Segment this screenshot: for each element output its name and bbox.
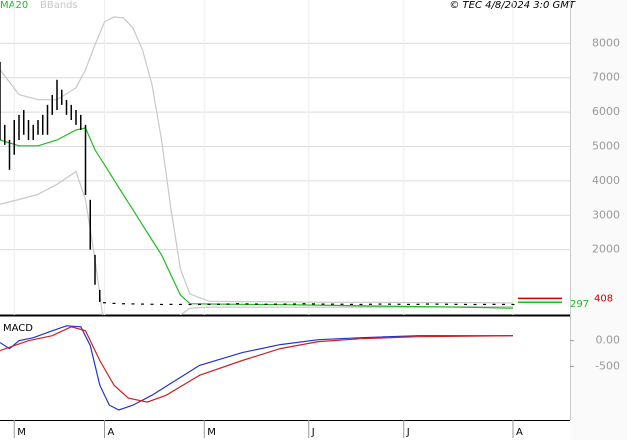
legend-bbands: BBands xyxy=(40,0,78,11)
close-dot xyxy=(150,303,154,305)
axis-background xyxy=(570,0,627,440)
close-dot xyxy=(416,303,420,305)
x-tick-label: M xyxy=(17,427,26,438)
y-tick-label: 8000 xyxy=(592,36,620,49)
y-tick-label: 4000 xyxy=(592,174,620,187)
y-tick-label: -500 xyxy=(595,359,620,372)
macd-title: MACD xyxy=(3,323,33,334)
close-dot xyxy=(435,303,439,305)
close-dot xyxy=(483,303,486,306)
close-dot xyxy=(445,303,448,305)
close-dot xyxy=(369,303,372,305)
close-dot xyxy=(141,303,144,305)
x-tick-label: J xyxy=(311,427,315,438)
close-dot xyxy=(473,303,477,306)
close-dot xyxy=(340,303,344,305)
close-dot xyxy=(397,303,401,305)
close-dot xyxy=(511,303,515,306)
y-tick-label: 5000 xyxy=(592,139,620,152)
close-dot xyxy=(103,302,106,304)
close-dot xyxy=(264,303,268,305)
close-dot xyxy=(112,302,116,305)
x-tick-label: A xyxy=(108,427,115,438)
close-dot xyxy=(321,303,325,305)
y-tick-label: 2000 xyxy=(592,243,620,256)
close-dot xyxy=(331,303,334,305)
close-dot xyxy=(207,303,211,305)
close-dot xyxy=(131,303,135,305)
close-dot xyxy=(312,303,315,305)
macd-line xyxy=(0,325,513,411)
close-dot xyxy=(217,303,220,305)
close-dot xyxy=(302,303,306,305)
close-dot xyxy=(188,303,192,306)
y-tick-label: 3000 xyxy=(592,208,620,221)
close-dot xyxy=(160,303,163,306)
close-dot xyxy=(283,303,287,305)
close-dot xyxy=(293,303,296,305)
close-dot xyxy=(236,303,239,305)
close-dot xyxy=(454,303,458,305)
y-tick-label: 6000 xyxy=(592,105,620,118)
close-dot xyxy=(388,303,391,305)
close-dot xyxy=(359,303,363,306)
close-dot xyxy=(198,303,201,306)
close-dot xyxy=(274,303,277,305)
close-dot xyxy=(378,303,382,305)
close-dot xyxy=(350,303,353,305)
close-dot xyxy=(426,303,429,305)
close-dot xyxy=(492,303,496,305)
close-dot xyxy=(179,303,182,306)
x-tick-label: J xyxy=(406,427,410,438)
close-dot xyxy=(502,303,505,306)
close-dot xyxy=(407,303,410,306)
x-tick-label: A xyxy=(516,427,523,438)
macd-line xyxy=(0,326,514,403)
last-price-label: 408 xyxy=(594,293,613,304)
close-dot xyxy=(226,303,230,305)
bband-upper xyxy=(0,16,514,304)
last-ma-label: 297 xyxy=(570,299,589,310)
y-tick-label: 7000 xyxy=(592,71,620,84)
close-dot xyxy=(169,303,173,305)
close-dot xyxy=(245,303,249,305)
ma-line xyxy=(0,127,514,309)
bband-lower xyxy=(0,170,513,315)
close-dot xyxy=(255,303,258,305)
y-tick-label: 0.00 xyxy=(596,334,621,347)
x-tick-label: M xyxy=(207,427,216,438)
close-dot xyxy=(464,303,467,306)
close-dot xyxy=(122,303,125,305)
